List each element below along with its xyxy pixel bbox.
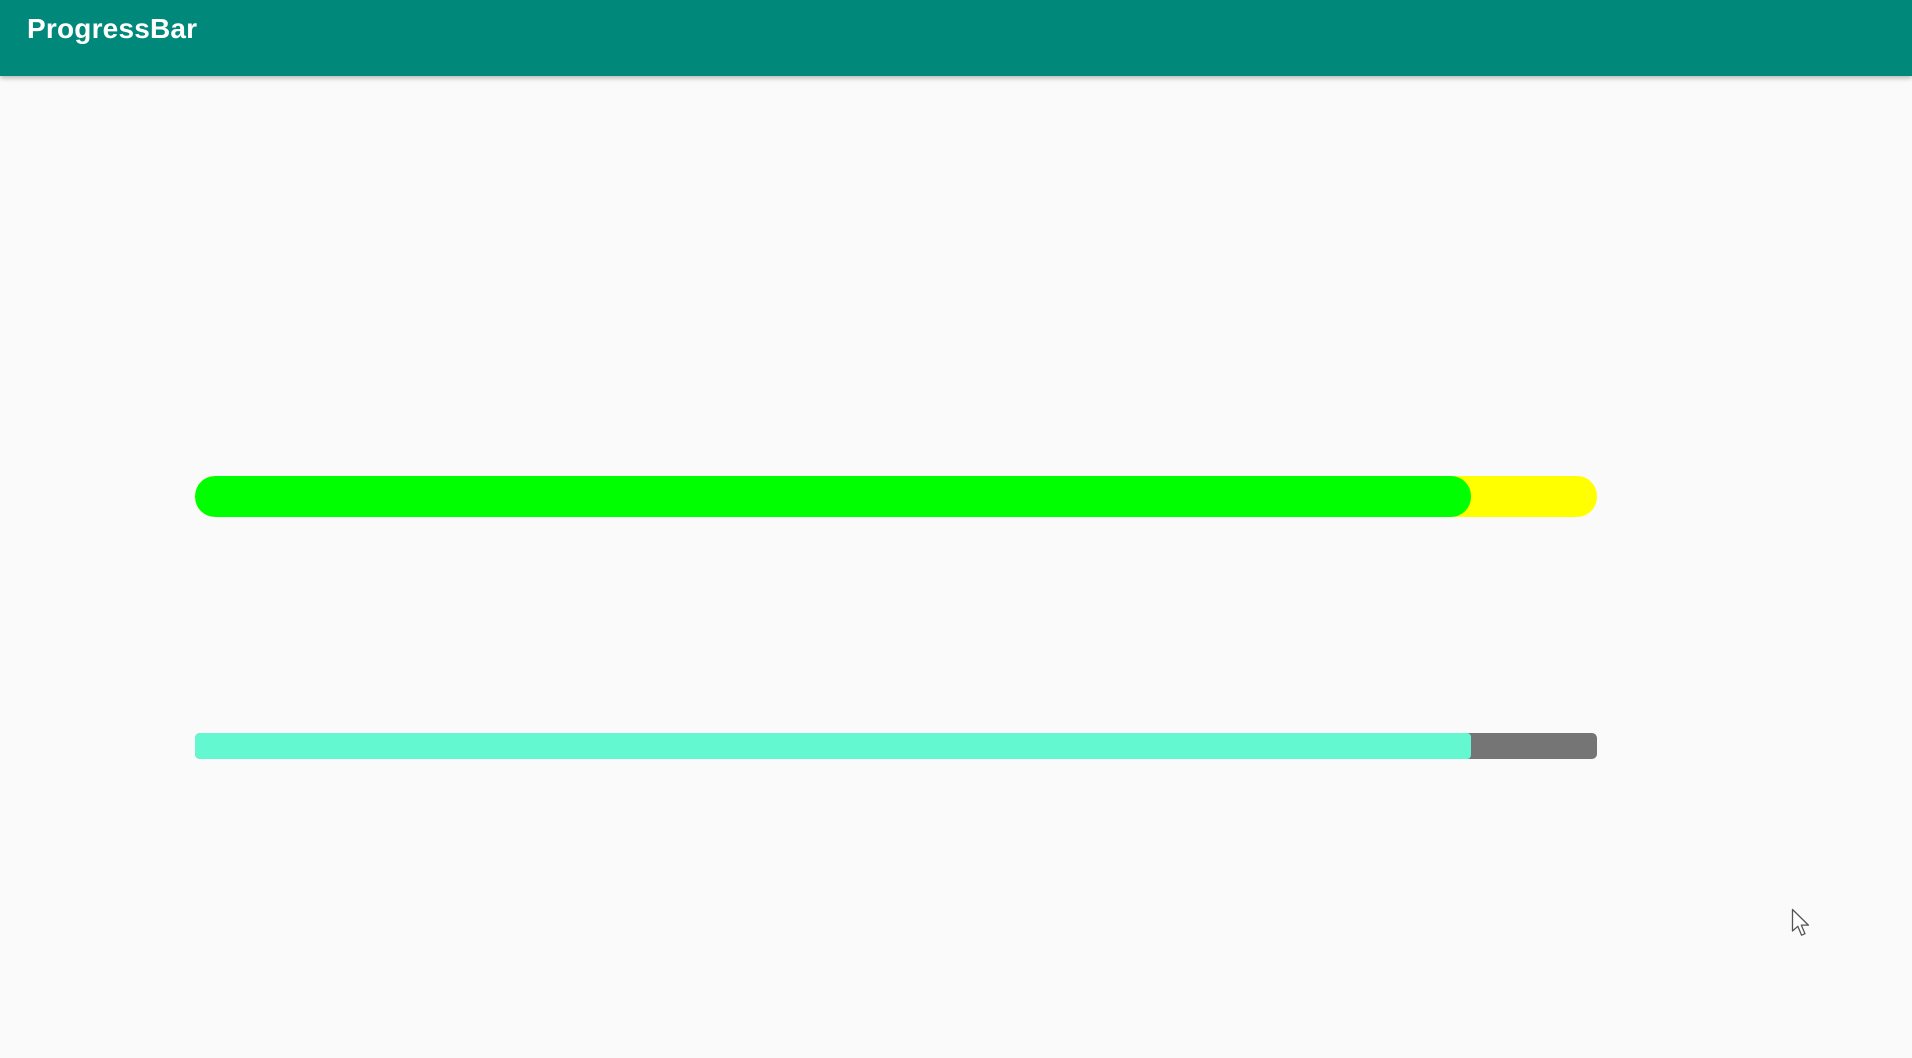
app-bar: ProgressBar [0,0,1912,76]
app-title: ProgressBar [27,13,198,44]
mouse-pointer-icon [1791,908,1810,936]
progress-bar-fill [195,476,1471,517]
progress-bar-fill [195,733,1471,759]
main-content [0,76,1912,1058]
progress-bar-flat [195,733,1597,759]
progress-bar-rounded [195,476,1597,517]
